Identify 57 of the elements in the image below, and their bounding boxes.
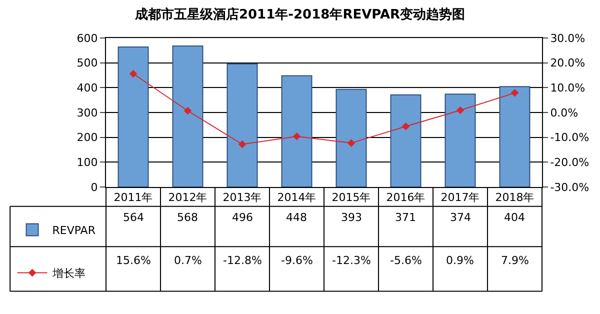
data-label: 371 <box>395 211 416 224</box>
data-label: -12.3% <box>332 254 371 267</box>
data-label: 404 <box>504 211 525 224</box>
data-label: 7.9% <box>501 254 529 267</box>
bar <box>336 88 367 187</box>
y2-tick-label: -20.0% <box>550 156 590 170</box>
y2-tick-label: 10.0% <box>550 82 586 95</box>
point <box>402 122 410 130</box>
y-tick-label: 200 <box>76 131 98 144</box>
x-tick-label: 2017年 <box>440 191 480 204</box>
y-tick-label: 500 <box>76 56 98 70</box>
bar <box>390 94 422 187</box>
y-tick-label: 100 <box>76 156 98 170</box>
data-label: 374 <box>450 211 471 224</box>
data-label: -12.8% <box>223 254 262 267</box>
data-label: 0.7% <box>174 254 202 267</box>
bar <box>281 75 312 187</box>
data-label: 15.6% <box>116 254 151 267</box>
bar <box>226 63 258 187</box>
data-label: 393 <box>341 211 362 224</box>
point <box>510 88 519 97</box>
legend-label: 增长率 <box>51 267 86 280</box>
y-tick-label: 0 <box>90 180 98 194</box>
legend-label: REVPAR <box>52 224 96 238</box>
bar <box>172 45 204 187</box>
x-tick-label: 2013年 <box>222 191 262 204</box>
point <box>292 132 301 140</box>
point <box>129 70 138 78</box>
y-tick-label: 300 <box>76 106 98 120</box>
y2-tick-label: 0.0% <box>550 106 578 120</box>
data-label: 564 <box>123 211 144 224</box>
data-label: -5.6% <box>390 254 422 267</box>
y-tick-label: 600 <box>76 32 98 45</box>
point <box>347 139 356 147</box>
y2-tick-label: -10.0% <box>550 131 590 144</box>
data-label: 0.9% <box>446 254 474 267</box>
x-tick-label: 2011年 <box>114 191 153 204</box>
bar <box>444 94 476 187</box>
data-label: 496 <box>232 211 253 224</box>
y2-tick-label: -30.0% <box>550 180 590 194</box>
y2-tick-label: 20.0% <box>550 56 586 70</box>
bar <box>499 86 530 187</box>
y2-tick-label: 30.0% <box>550 32 586 45</box>
bar <box>118 46 149 187</box>
chart-title: 成都市五星级酒店2011年-2018年REVPAR变动趋势图 <box>134 6 466 23</box>
point <box>184 106 192 115</box>
data-label: 568 <box>177 211 198 224</box>
point <box>238 140 246 148</box>
data-label: 448 <box>286 211 307 224</box>
y-tick-label: 400 <box>76 82 98 95</box>
x-tick-label: 2018年 <box>495 191 534 204</box>
x-tick-label: 2016年 <box>386 191 426 204</box>
x-tick-label: 2014年 <box>277 191 316 204</box>
x-tick-label: 2012年 <box>168 191 208 204</box>
data-label: -9.6% <box>281 254 313 267</box>
point <box>456 106 464 114</box>
x-tick-label: 2015年 <box>332 191 371 204</box>
